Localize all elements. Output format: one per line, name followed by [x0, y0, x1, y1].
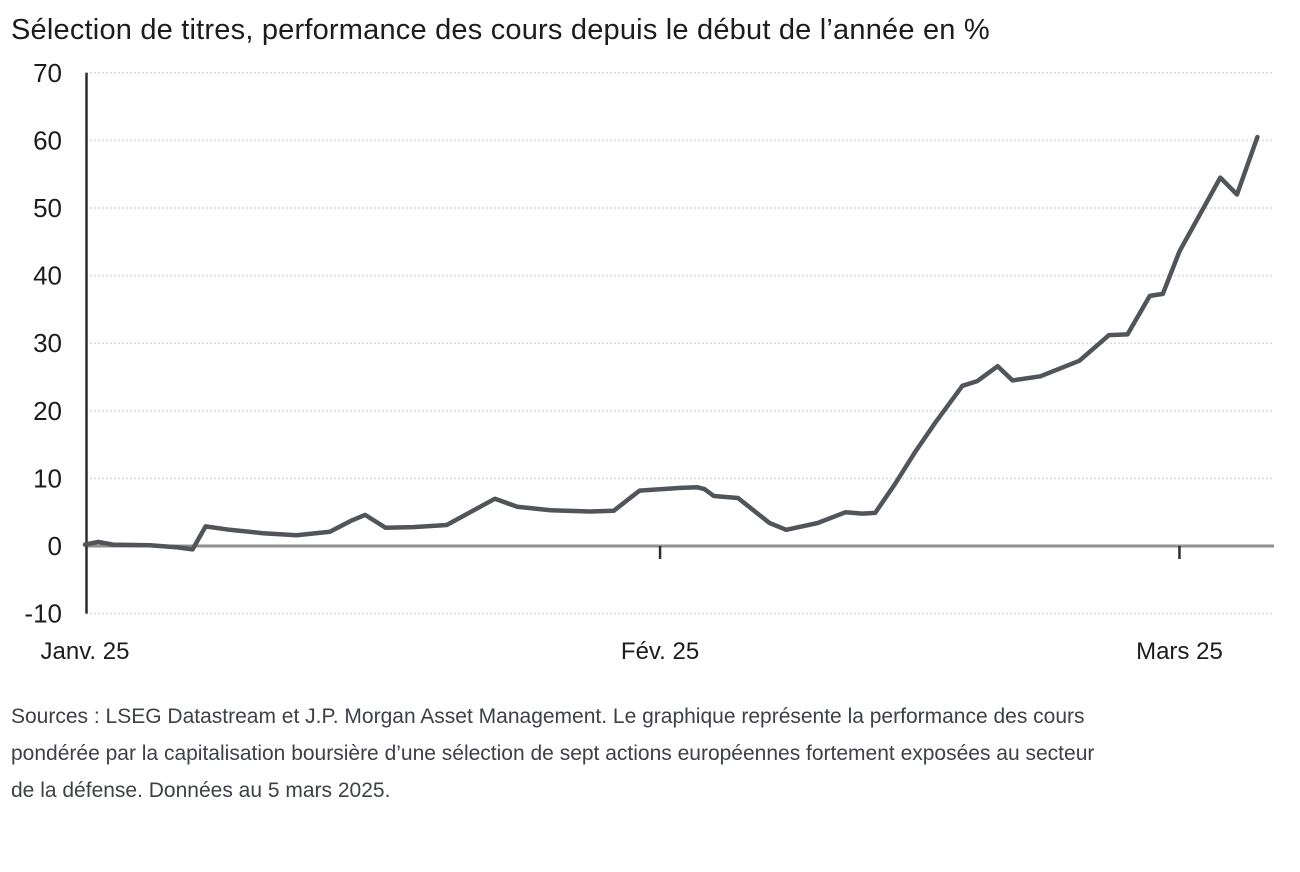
- performance-chart: 70 60 50 40 30 20 10 0 -10 Janv. 25 Fév. 25 Mars 25: [24, 58, 1274, 665]
- y-tick-label: 70: [33, 58, 62, 88]
- series-line: [82, 134, 1260, 552]
- x-tick-label: Fév. 25: [621, 638, 699, 665]
- y-tick-label: 30: [33, 328, 62, 358]
- x-tick-label: Janv. 25: [41, 638, 130, 665]
- y-tick-label: 0: [48, 531, 62, 561]
- y-tick-label: 10: [33, 463, 62, 493]
- y-tick-label: 50: [33, 193, 62, 223]
- y-tick-label: 60: [33, 125, 62, 155]
- source-note-line-1: Sources : LSEG Datastream et J.P. Morgan…: [11, 705, 1085, 728]
- x-tick-label: Mars 25: [1136, 638, 1223, 665]
- source-note-line-2: pondérée par la capitalisation boursière…: [11, 742, 1095, 765]
- y-tick-label: 40: [33, 261, 62, 291]
- y-tick-label: -10: [24, 599, 62, 629]
- chart-title: Sélection de titres, performance des cou…: [11, 14, 990, 46]
- y-tick-label: 20: [33, 396, 62, 426]
- source-note-line-3: de la défense. Données au 5 mars 2025.: [11, 779, 391, 802]
- source-note: Sources : LSEG Datastream et J.P. Morgan…: [11, 698, 1291, 809]
